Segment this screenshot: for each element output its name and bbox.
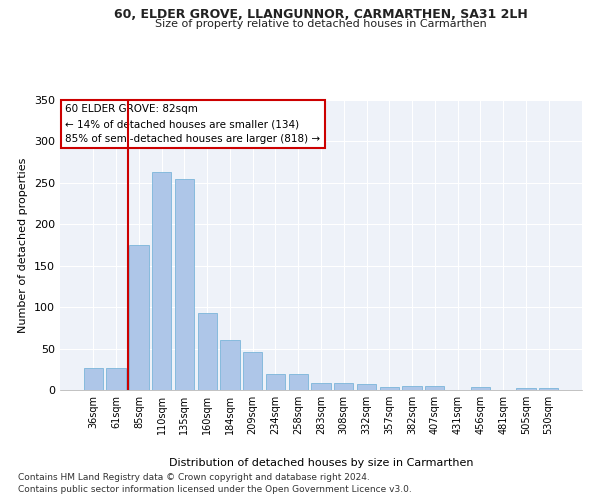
Bar [334, 382, 353, 390]
Bar [380, 386, 399, 390]
Bar [311, 382, 331, 390]
Text: 60, ELDER GROVE, LLANGUNNOR, CARMARTHEN, SA31 2LH: 60, ELDER GROVE, LLANGUNNOR, CARMARTHEN,… [114, 8, 528, 20]
Bar [289, 374, 308, 390]
Text: Distribution of detached houses by size in Carmarthen: Distribution of detached houses by size … [169, 458, 473, 468]
Bar [106, 368, 126, 390]
Text: Contains HM Land Registry data © Crown copyright and database right 2024.: Contains HM Land Registry data © Crown c… [18, 472, 370, 482]
Bar [220, 340, 239, 390]
Bar [357, 384, 376, 390]
Bar [266, 374, 285, 390]
Bar [516, 388, 536, 390]
Text: 60 ELDER GROVE: 82sqm
← 14% of detached houses are smaller (134)
85% of semi-det: 60 ELDER GROVE: 82sqm ← 14% of detached … [65, 104, 320, 144]
Bar [175, 178, 194, 390]
Bar [129, 245, 149, 390]
Bar [539, 388, 558, 390]
Bar [425, 386, 445, 390]
Bar [403, 386, 422, 390]
Bar [470, 386, 490, 390]
Bar [84, 368, 103, 390]
Bar [197, 313, 217, 390]
Text: Contains public sector information licensed under the Open Government Licence v3: Contains public sector information licen… [18, 485, 412, 494]
Bar [152, 172, 172, 390]
Y-axis label: Number of detached properties: Number of detached properties [19, 158, 28, 332]
Text: Size of property relative to detached houses in Carmarthen: Size of property relative to detached ho… [155, 19, 487, 29]
Bar [243, 352, 262, 390]
